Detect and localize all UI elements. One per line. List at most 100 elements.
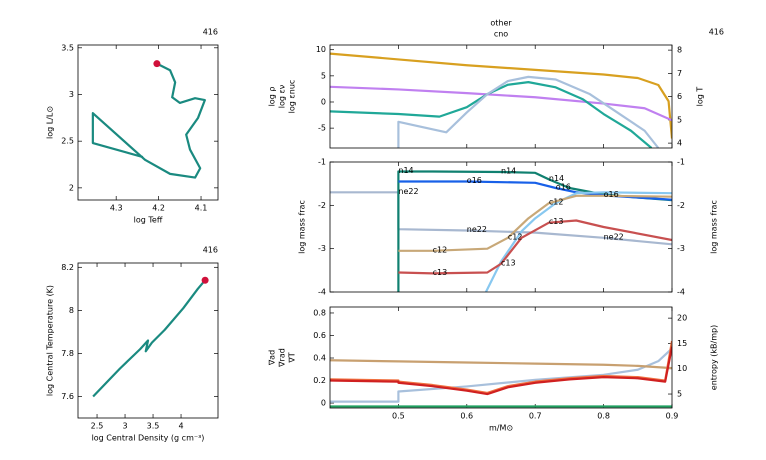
series-line bbox=[330, 81, 653, 148]
series-line bbox=[330, 52, 672, 139]
line-label: n14 bbox=[501, 166, 516, 175]
series-line bbox=[330, 85, 672, 122]
series-group bbox=[330, 170, 672, 292]
x-tick-label: 2.5 bbox=[91, 422, 104, 431]
series-line bbox=[398, 194, 672, 252]
series-line bbox=[484, 191, 672, 292]
line-label: c12 bbox=[549, 198, 564, 207]
y-tick-label: 0.8 bbox=[313, 308, 326, 317]
chart-subtitle: cno bbox=[494, 30, 508, 39]
plot-frame bbox=[329, 161, 673, 293]
line-label: ne22 bbox=[398, 187, 418, 196]
y-tick-label: 10 bbox=[316, 45, 326, 54]
series-line bbox=[91, 62, 206, 179]
y-tick-label: 0.4 bbox=[313, 354, 326, 363]
series-group bbox=[330, 340, 672, 408]
legend-label: log εnuc bbox=[288, 80, 297, 114]
legend-label: ∇T bbox=[288, 352, 297, 363]
y-tick-label: 0 bbox=[321, 399, 326, 408]
series-line bbox=[92, 279, 206, 398]
chart-title: other bbox=[490, 19, 512, 28]
y2-tick-label: 5 bbox=[677, 390, 682, 399]
y2-tick-label: 15 bbox=[677, 339, 687, 348]
line-label: c13 bbox=[433, 268, 448, 277]
x-tick-label: 3.5 bbox=[147, 422, 160, 431]
y-tick-label: 8.2 bbox=[61, 263, 74, 272]
y-tick-label: 0 bbox=[321, 97, 326, 106]
y2-tick-label: 6 bbox=[677, 92, 682, 101]
series-line bbox=[330, 346, 672, 396]
x-tick-label: 0.5 bbox=[392, 412, 405, 421]
y-tick-label: 0.6 bbox=[313, 331, 326, 340]
series-group bbox=[92, 279, 206, 398]
legend-label: log ρ bbox=[268, 87, 277, 107]
legend-label: ∇rad bbox=[278, 348, 287, 368]
x-tick-label: 4 bbox=[178, 422, 183, 431]
y-tick-label: 5 bbox=[321, 71, 326, 80]
panel: 0.5 0.6 0.7 0.8 0.9 0 0.2 0.4 0.6 0.8 5 10 15 20 ∇ad ∇r… bbox=[268, 306, 719, 433]
current-model-marker bbox=[153, 60, 161, 68]
panel: 2.5 3 3.5 4 7.6 7.8 8 8.2 log Central Density (g… bbox=[46, 246, 219, 443]
y-tick-label: -1 bbox=[318, 158, 326, 167]
plot-frame bbox=[329, 306, 673, 409]
x-axis-label: log Teff bbox=[134, 216, 163, 225]
model-number: 416 bbox=[203, 28, 218, 37]
x-axis-label: m/M⊙ bbox=[489, 424, 513, 433]
panel: -5 0 5 10 4 5 6 7 8 log T log ρ log εν log εnuc other… bbox=[268, 19, 724, 149]
legend-label: ∇ad bbox=[268, 350, 277, 366]
line-label: c12 bbox=[433, 245, 448, 254]
model-number: 416 bbox=[709, 28, 724, 37]
model-number: 416 bbox=[203, 246, 218, 255]
series-line bbox=[398, 219, 672, 275]
x-tick-label: 4.1 bbox=[195, 204, 208, 213]
y-axis-label: log mass frac bbox=[298, 200, 307, 254]
y2-tick-label: 8 bbox=[677, 46, 682, 55]
y-tick-label: 0.2 bbox=[313, 376, 326, 385]
y-tick-label: 7.8 bbox=[61, 349, 74, 358]
legend-label: log T bbox=[696, 87, 705, 107]
plot-frame bbox=[329, 44, 673, 149]
y2-tick-label: 4 bbox=[677, 139, 682, 148]
y-tick-label: 2.5 bbox=[61, 137, 74, 146]
y-tick-label: 3 bbox=[69, 90, 74, 99]
plot-frame bbox=[77, 262, 219, 419]
line-label: o16 bbox=[604, 190, 619, 199]
y-tick-label: -2 bbox=[318, 201, 326, 210]
series-line bbox=[397, 75, 660, 148]
line-label: ne22 bbox=[604, 232, 624, 241]
y2-tick-label: 10 bbox=[677, 364, 687, 373]
current-model-marker bbox=[201, 276, 209, 284]
y2-tick-label: -4 bbox=[677, 288, 685, 297]
line-label: c13 bbox=[501, 258, 516, 267]
y-tick-label: -4 bbox=[318, 288, 326, 297]
x-tick-label: 0.9 bbox=[666, 412, 679, 421]
line-label: o16 bbox=[467, 176, 482, 185]
y-tick-label: -3 bbox=[318, 244, 326, 253]
x-tick-label: 4.3 bbox=[110, 204, 123, 213]
line-label: n14 bbox=[398, 166, 413, 175]
x-tick-label: 0.7 bbox=[529, 412, 542, 421]
panel: 4.3 4.2 4.1 2 2.5 3 3.5 log Teff log L/L⊙ 416 bbox=[46, 28, 219, 225]
y-tick-label: 3.5 bbox=[61, 43, 74, 52]
y2-axis-label: entropy (kB/mp) bbox=[710, 325, 719, 390]
series-group bbox=[91, 62, 206, 179]
y-tick-label: -5 bbox=[318, 124, 326, 133]
x-tick-label: 0.8 bbox=[597, 412, 610, 421]
y-axis-label: log L/L⊙ bbox=[46, 106, 55, 139]
x-axis-label: log Central Density (g cm⁻³) bbox=[92, 434, 205, 443]
x-tick-label: 0.6 bbox=[460, 412, 473, 421]
y2-tick-label: -1 bbox=[677, 158, 685, 167]
y-axis-label: log Central Temperature (K) bbox=[46, 285, 55, 396]
y2-tick-label: 20 bbox=[677, 314, 687, 323]
series-group bbox=[330, 52, 672, 148]
series-line bbox=[330, 359, 672, 370]
y2-tick-label: 5 bbox=[677, 115, 682, 124]
plot-frame bbox=[77, 44, 219, 201]
legend-label: log εν bbox=[278, 84, 287, 108]
line-label: ne22 bbox=[467, 225, 487, 234]
y2-tick-label: -3 bbox=[677, 244, 685, 253]
line-label: c12 bbox=[508, 232, 523, 241]
